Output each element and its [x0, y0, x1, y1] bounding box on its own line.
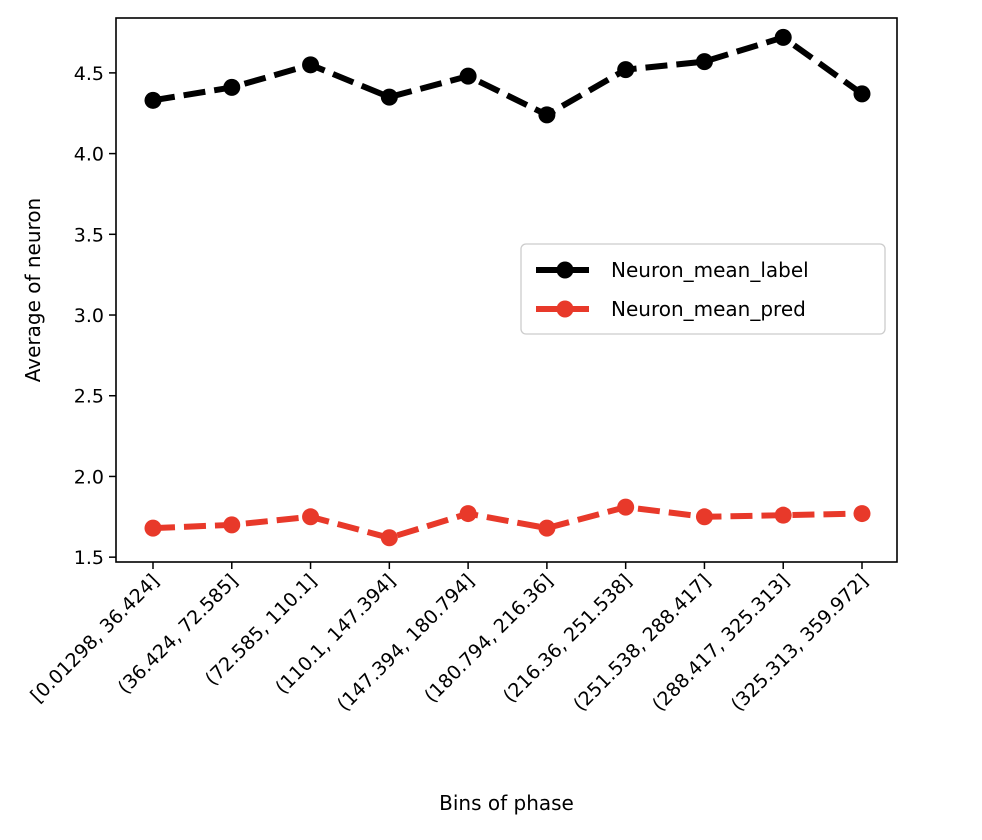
x-tick-label: (325.313, 359.972] — [727, 570, 873, 716]
x-axis-label: Bins of phase — [439, 791, 574, 815]
x-tick-label: (147.394, 180.794] — [333, 570, 479, 716]
legend: Neuron_mean_label Neuron_mean_pred — [520, 243, 886, 335]
x-axis-ticks: [0.01298, 36.424](36.424, 72.585](72.585… — [26, 562, 873, 716]
series-2-point — [302, 508, 320, 526]
y-tick-label: 4.0 — [74, 144, 104, 166]
series-markers-group — [144, 28, 871, 547]
legend-marker — [556, 261, 574, 279]
series-2-point — [380, 529, 398, 547]
x-tick-label: [0.01298, 36.424] — [26, 570, 163, 707]
series-1-point — [459, 67, 477, 85]
y-tick-label: 4.5 — [74, 63, 104, 85]
y-tick-label: 2.0 — [74, 466, 104, 488]
series-2-point — [459, 505, 477, 523]
series-1-point — [302, 56, 320, 74]
x-tick-label: (180.794, 216.36] — [420, 570, 557, 707]
series-1-point — [695, 53, 713, 71]
series-1-point — [144, 91, 162, 109]
legend-box — [520, 243, 886, 335]
legend-label: Neuron_mean_pred — [611, 297, 806, 321]
x-tick-label: (251.538, 288.417] — [569, 570, 715, 716]
series-2-point — [853, 505, 871, 523]
series-2-point — [538, 519, 556, 537]
series-2-point — [617, 498, 635, 516]
series-1-point — [538, 106, 556, 124]
y-axis-label: Average of neuron — [21, 198, 45, 382]
x-tick-label: (216.36, 251.538] — [499, 570, 636, 707]
x-tick-label: (288.417, 325.313] — [648, 570, 794, 716]
legend-label: Neuron_mean_label — [611, 258, 809, 282]
series-2-point — [774, 506, 792, 524]
series-line-2 — [152, 504, 863, 541]
y-tick-label: 1.5 — [74, 547, 104, 569]
series-1-point — [380, 88, 398, 106]
series-1-point — [853, 85, 871, 103]
series-1-point — [223, 78, 241, 96]
series-lines-group — [152, 34, 864, 541]
series-1-point — [774, 28, 792, 46]
y-tick-label: 3.5 — [74, 224, 104, 246]
y-tick-label: 3.0 — [74, 305, 104, 327]
series-2-point — [144, 519, 162, 537]
series-line-1 — [152, 34, 864, 118]
y-tick-label: 2.5 — [74, 386, 104, 408]
series-2-point — [223, 516, 241, 534]
legend-marker — [556, 300, 574, 318]
series-2-point — [695, 508, 713, 526]
y-axis-ticks: 1.5 2.0 2.5 3.0 3.5 4.0 4.5 — [74, 63, 116, 569]
plot-frame — [115, 17, 898, 563]
series-1-point — [617, 61, 635, 79]
